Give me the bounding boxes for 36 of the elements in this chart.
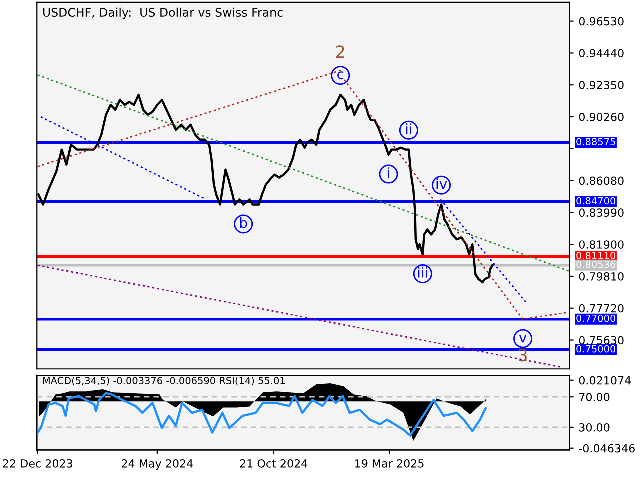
x-tick-label: 19 Mar 2025 [356,459,424,468]
ref-line-label: 0.88575 [576,138,616,146]
y-tick-label: 0.021074 [579,376,632,385]
y-tick-label: 0.79810 [579,272,624,281]
annotation: 3 [518,349,527,362]
y-tick-label: 0.96530 [579,17,624,26]
x-tick-label: 24 May 2024 [122,459,194,470]
x-tick-label: 21 Oct 2024 [240,459,308,468]
annotation: 2 [336,46,344,58]
annotation: i [388,168,390,178]
y2-tick-label: 70.00 [580,393,610,402]
ref-line-label: 0.75000 [576,345,616,353]
y-tick-label: 0.81900 [579,240,624,249]
ref-line-label: 0.81110 [576,252,616,260]
y-tick-label: 0.83990 [579,208,624,218]
y-tick-label: 0.86080 [579,176,624,186]
y-tick-label: 0.77720 [579,304,624,313]
ref-line-label: 0.80536 [576,260,616,268]
line-series [37,392,487,437]
chart-title: USDCHF, Daily: US Dollar vs Swiss Franc [43,8,283,20]
chart-title: MACD(5,34,5) -0.003376 -0.006590 RSI(14) 55.01 [43,376,285,386]
annotation: v [519,335,527,343]
annotation: ii [406,124,412,134]
y-tick-label: 0.75630 [579,336,624,345]
annotation: iv [436,178,448,190]
y-tick-label: 0.94440 [579,49,624,58]
y-tick-label: 0.90260 [579,112,624,122]
ref-line-label: 0.77000 [576,314,616,322]
ref-line-label: 0.84700 [576,197,616,205]
annotation: c [338,72,344,80]
x-tick-label: 22 Dec 2023 [3,459,72,468]
y2-tick-label: 30.00 [579,423,610,432]
y-tick-label: 0.92350 [579,81,624,90]
annotation: b [240,217,248,228]
annotation: iii [418,267,428,278]
y-tick-label: -0.046346 [579,444,635,453]
